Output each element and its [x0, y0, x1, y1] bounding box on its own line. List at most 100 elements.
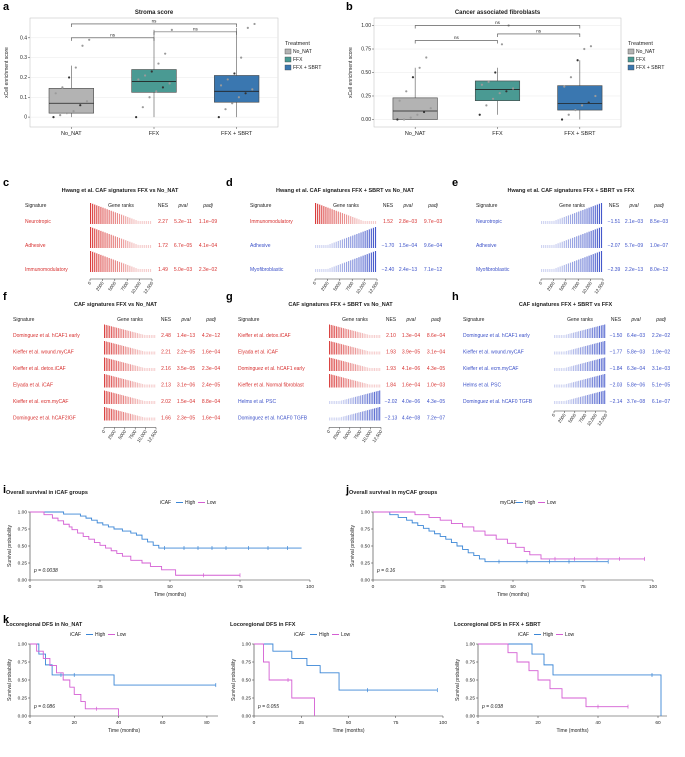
significance-bracket	[71, 37, 155, 41]
gene-rank-bar	[130, 364, 131, 371]
gene-rank-bar	[344, 328, 346, 338]
gene-rank-bar	[351, 363, 353, 371]
gene-rank-bar	[125, 264, 127, 272]
gene-rank-bar	[108, 209, 110, 224]
gene-rank-bar	[154, 417, 156, 421]
gene-rank-bar	[333, 266, 335, 272]
gene-rank-bar	[127, 240, 129, 248]
pval-value: 2.3e−05	[177, 416, 195, 422]
gene-rank-bar	[586, 232, 588, 248]
legend-swatch	[627, 56, 635, 63]
gene-rank-bar	[584, 257, 586, 272]
gene-rank-bar	[126, 330, 128, 338]
gene-rank-bar	[135, 332, 137, 338]
gene-rank-bar	[124, 412, 126, 421]
data-point	[135, 115, 138, 119]
gene-rank-bar	[342, 416, 344, 421]
panel-letter-c: c	[3, 177, 9, 189]
gene-rank-bar	[545, 269, 547, 272]
gene-rank-bar	[123, 362, 125, 371]
y-tick-label: 0.25	[18, 696, 28, 702]
gene-rank-bar	[356, 348, 358, 355]
gene-rank-bar	[149, 221, 152, 224]
y-axis-label: Survival probability	[7, 525, 13, 567]
x-tick-label: 75	[237, 584, 243, 590]
gene-rank-bar	[123, 378, 125, 388]
gene-rank-bar	[140, 383, 142, 388]
gene-rank-bar	[541, 245, 543, 248]
gene-rank-bar	[334, 401, 336, 404]
gene-rank-bar	[121, 329, 123, 338]
gene-rank-bar	[567, 334, 569, 338]
gene-rank-bar	[125, 216, 127, 224]
gene-rank-bar	[547, 269, 549, 272]
column-header: Gene ranks	[333, 203, 359, 209]
gene-rank-bar	[561, 241, 563, 248]
gene-rank-bar	[129, 265, 131, 272]
gene-rank-bar	[598, 227, 601, 248]
gene-rank-bar	[329, 244, 331, 248]
gene-rank-bar	[323, 245, 325, 248]
data-point	[224, 108, 227, 111]
gene-rank-bar	[590, 254, 592, 272]
gene-rank-bar	[129, 241, 131, 248]
gene-rank-bar	[372, 227, 375, 248]
gene-rank-bar	[123, 263, 125, 272]
column-header: Signature	[250, 203, 272, 209]
gene-rank-bar	[341, 344, 343, 355]
gene-rank-bar	[583, 346, 585, 355]
gene-rank-bar	[573, 365, 575, 371]
gene-rank-bar	[105, 324, 107, 338]
gene-rank-bar	[140, 367, 142, 371]
panel-f-gsea: CAF signatures FFX vs No_NAT Signature Gen…	[13, 302, 220, 443]
gene-rank-bar	[114, 376, 116, 388]
gene-rank-bar	[112, 235, 114, 248]
gene-rank-bar	[109, 408, 111, 421]
gene-rank-bar	[321, 245, 323, 248]
data-point	[500, 43, 504, 46]
gene-rank-bar	[133, 398, 135, 404]
gene-rank-bar	[377, 351, 379, 355]
gene-rank-bar	[131, 414, 133, 421]
gene-rank-bar	[586, 208, 588, 224]
gene-rank-bar	[585, 378, 587, 388]
gene-rank-bar	[350, 260, 352, 272]
gsea-row: Immunomodulatory 1.49 5.0e−03 2.3e−02	[25, 251, 217, 273]
gene-rank-bar	[578, 331, 580, 338]
gene-rank-bar	[329, 374, 330, 388]
gene-rank-bar	[355, 331, 356, 338]
legend-title: Treatment	[285, 41, 310, 47]
rank-tick-label: 7500	[353, 429, 363, 440]
gene-rank-bar	[597, 392, 599, 404]
gene-rank-bar	[580, 330, 581, 338]
gene-rank-bar	[342, 377, 344, 388]
gene-rank-bar	[143, 367, 145, 371]
data-point	[74, 66, 77, 69]
gene-rank-bar	[341, 416, 343, 421]
gene-rank-bar	[567, 263, 570, 272]
gene-rank-bar	[375, 351, 377, 355]
x-tick-label: No_NAT	[61, 131, 82, 137]
gene-rank-bar	[149, 417, 151, 421]
column-header: Gene ranks	[117, 317, 143, 323]
gene-rank-bar	[341, 360, 343, 371]
gene-rank-bar	[594, 229, 596, 248]
gene-rank-bar	[374, 227, 377, 248]
gene-rank-bar	[557, 219, 559, 224]
gene-rank-bar	[602, 341, 604, 355]
gene-rank-bar	[135, 365, 137, 371]
gene-rank-bar	[586, 362, 588, 371]
gene-rank-bar	[365, 410, 367, 421]
gene-rank-bar	[541, 221, 543, 224]
gene-rank-bar	[355, 380, 356, 388]
gene-rank-bar	[350, 216, 352, 224]
gene-rank-bar	[116, 344, 118, 355]
chart-title: Locoregional DFS in FFX	[230, 622, 296, 628]
gene-rank-bar	[135, 415, 137, 421]
nes-value: 1.84	[386, 383, 396, 389]
y-axis-label: Survival probability	[350, 525, 356, 567]
gene-rank-bar	[600, 358, 602, 371]
data-point	[416, 113, 419, 116]
gene-rank-bar	[112, 211, 114, 224]
gene-rank-bar	[121, 262, 123, 272]
